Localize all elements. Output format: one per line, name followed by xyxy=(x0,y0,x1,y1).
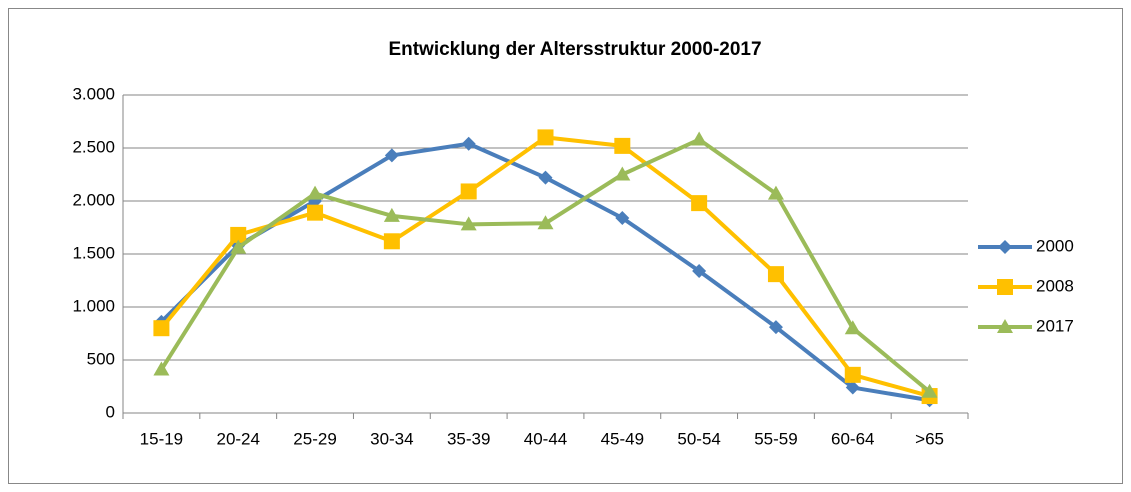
marker xyxy=(692,263,707,278)
x-tick-label: 20-24 xyxy=(216,429,259,448)
marker xyxy=(691,131,708,146)
marker xyxy=(768,320,783,335)
x-tick-label: >65 xyxy=(915,429,944,448)
marker xyxy=(461,136,476,151)
marker xyxy=(153,361,170,376)
x-tick-label: 50-54 xyxy=(677,429,720,448)
marker xyxy=(844,320,861,335)
y-tick-label: 2.000 xyxy=(72,190,115,209)
marker xyxy=(383,207,400,222)
marker xyxy=(537,129,554,146)
legend-marker xyxy=(997,319,1013,333)
marker xyxy=(767,266,784,283)
x-tick-label: 40-44 xyxy=(524,429,567,448)
y-tick-label: 0 xyxy=(106,402,115,421)
legend-marker xyxy=(997,279,1013,295)
marker xyxy=(845,380,860,395)
chart-title: Entwicklung der Altersstruktur 2000-2017 xyxy=(388,39,761,60)
y-tick-label: 3.000 xyxy=(72,84,115,103)
marker xyxy=(614,166,631,181)
x-tick-label: 45-49 xyxy=(601,429,644,448)
x-tick-label: 30-34 xyxy=(370,429,413,448)
legend-marker xyxy=(998,240,1012,254)
marker xyxy=(460,183,477,200)
marker xyxy=(153,320,170,337)
marker xyxy=(307,204,324,221)
marker xyxy=(460,216,477,231)
marker xyxy=(921,383,938,398)
y-tick-label: 500 xyxy=(87,349,115,368)
x-tick-label: 35-39 xyxy=(447,429,490,448)
y-tick-label: 2.500 xyxy=(72,137,115,156)
legend-label: 2017 xyxy=(1036,316,1074,335)
marker xyxy=(307,185,324,200)
marker xyxy=(614,137,631,154)
x-tick-label: 15-19 xyxy=(140,429,183,448)
marker xyxy=(615,210,630,225)
y-tick-label: 1.500 xyxy=(72,243,115,262)
x-tick-label: 60-64 xyxy=(831,429,874,448)
marker xyxy=(767,185,784,200)
marker xyxy=(538,170,553,185)
x-tick-label: 55-59 xyxy=(754,429,797,448)
y-tick-label: 1.000 xyxy=(72,296,115,315)
marker xyxy=(230,226,247,243)
marker xyxy=(383,233,400,250)
marker xyxy=(230,239,247,254)
marker xyxy=(384,148,399,163)
chart-border xyxy=(8,8,1123,484)
legend-label: 2008 xyxy=(1036,276,1074,295)
marker xyxy=(691,195,708,212)
x-tick-label: 25-29 xyxy=(293,429,336,448)
legend-label: 2000 xyxy=(1036,236,1074,255)
marker xyxy=(844,366,861,383)
marker xyxy=(537,215,554,230)
